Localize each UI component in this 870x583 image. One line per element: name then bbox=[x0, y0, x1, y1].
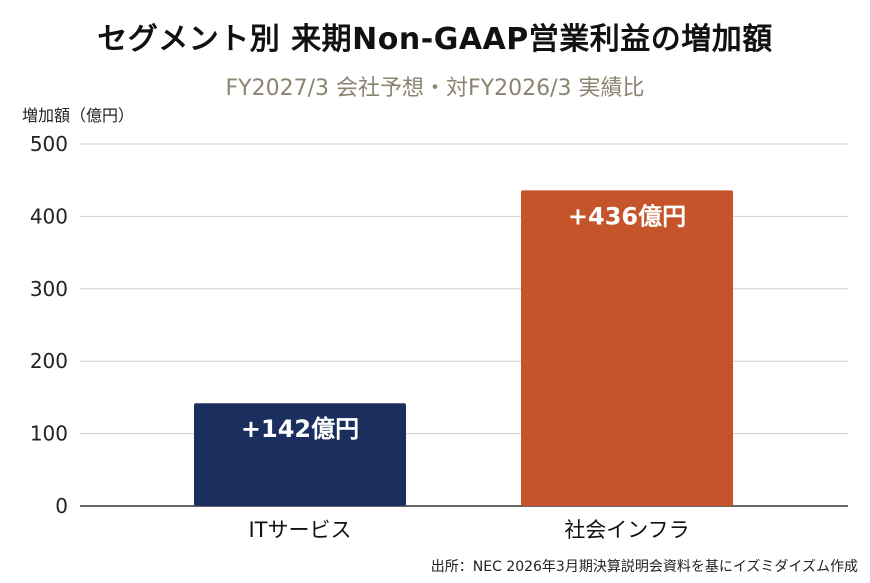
y-tick-label: 500 bbox=[30, 132, 68, 156]
bar-data-label: +142億円 bbox=[241, 415, 359, 443]
y-tick-label: 300 bbox=[30, 277, 68, 301]
bar bbox=[521, 190, 733, 506]
chart-subtitle: FY2027/3 会社予想・対FY2026/3 実績比 bbox=[225, 76, 645, 101]
bar bbox=[194, 403, 406, 506]
y-tick-label: 0 bbox=[55, 494, 68, 518]
y-tick-label: 400 bbox=[30, 204, 68, 228]
y-axis-label: 増加額（億円） bbox=[22, 106, 135, 125]
source-note: 出所：NEC 2026年3月期決算説明会資料を基にイズミダイズム作成 bbox=[430, 559, 858, 575]
chart-title: セグメント別 来期Non-GAAP営業利益の増加額 bbox=[97, 22, 773, 57]
bar-data-label: +436億円 bbox=[568, 202, 686, 230]
x-tick-label: ITサービス bbox=[248, 518, 351, 542]
y-tick-label: 100 bbox=[30, 422, 68, 446]
y-tick-label: 200 bbox=[30, 349, 68, 373]
x-tick-label: 社会インフラ bbox=[564, 518, 689, 542]
